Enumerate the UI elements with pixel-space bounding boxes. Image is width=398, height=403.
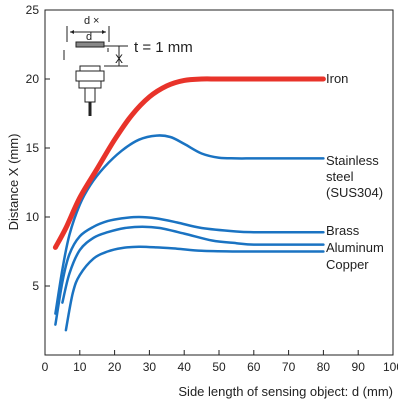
- y-tick-label: 15: [26, 141, 40, 155]
- x-tick-label: 30: [143, 360, 157, 374]
- x-tick-label: 40: [178, 360, 192, 374]
- x-tick-label: 0: [42, 360, 49, 374]
- x-tick-label: 60: [247, 360, 261, 374]
- series-label-copper: Copper: [326, 257, 369, 272]
- series-label-stainless-steel-sus304: (SUS304): [326, 185, 383, 200]
- inset-x-mark: ×: [93, 15, 99, 27]
- x-tick-label: 80: [317, 360, 331, 374]
- series-label-stainless-steel-sus304: Stainless: [326, 153, 379, 168]
- x-axis-label: Side length of sensing object: d (mm): [178, 384, 393, 399]
- x-tick-label: 50: [212, 360, 226, 374]
- inset-thickness-note: t = 1 mm: [134, 39, 193, 56]
- y-tick-label: 5: [32, 279, 39, 293]
- x-tick-label: 70: [282, 360, 296, 374]
- y-axis-label: Distance X (mm): [6, 134, 21, 231]
- y-tick-label: 20: [26, 72, 40, 86]
- x-tick-label: 90: [352, 360, 366, 374]
- y-tick-label: 10: [26, 210, 40, 224]
- inset-d-side: d: [86, 31, 92, 43]
- x-tick-label: 100: [383, 360, 398, 374]
- series-label-aluminum: Aluminum: [326, 240, 384, 255]
- inset-d-top: d: [84, 15, 90, 27]
- series-label-brass: Brass: [326, 223, 360, 238]
- series-label-stainless-steel-sus304: steel: [326, 169, 354, 184]
- x-tick-label: 20: [108, 360, 122, 374]
- y-tick-label: 25: [26, 3, 40, 17]
- inset-x-label: X: [115, 52, 123, 66]
- x-tick-label: 10: [73, 360, 87, 374]
- series-label-iron: Iron: [326, 71, 348, 86]
